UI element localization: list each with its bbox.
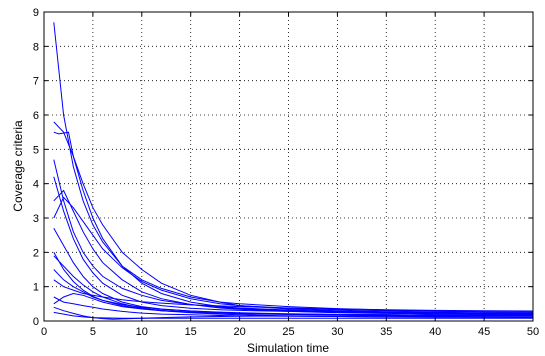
series-line-15 — [53, 255, 534, 319]
y-tick-label-7: 7 — [33, 76, 39, 88]
series-line-6 — [53, 196, 534, 313]
y-tick-label-6: 6 — [33, 110, 39, 122]
y-axis-label: Coverage criteria — [11, 120, 25, 212]
y-tick-label-9: 9 — [33, 7, 39, 19]
x-axis-label: Simulation time — [247, 341, 329, 355]
x-tick-label-2: 10 — [136, 326, 148, 338]
x-tick-label-3: 15 — [185, 326, 197, 338]
y-tick-label-5: 5 — [33, 144, 39, 156]
y-tick-label-3: 3 — [33, 213, 39, 225]
x-tick-label-7: 35 — [380, 326, 392, 338]
x-tick-label-10: 50 — [527, 326, 539, 338]
y-tick-label-1: 1 — [33, 282, 39, 294]
series-line-13 — [53, 306, 533, 320]
y-tick-label-0: 0 — [33, 316, 39, 328]
y-tick-label-4: 4 — [33, 179, 39, 191]
x-tick-label-6: 30 — [331, 326, 343, 338]
x-tick-label-1: 5 — [90, 326, 96, 338]
plot-area — [43, 11, 534, 322]
x-tick-label-5: 25 — [282, 326, 294, 338]
y-tick-label-8: 8 — [33, 41, 39, 53]
series-group — [53, 22, 534, 320]
x-tick-label-8: 40 — [429, 326, 441, 338]
series-line-10 — [53, 279, 534, 312]
series-line-5 — [53, 189, 534, 316]
grid — [44, 12, 533, 321]
x-tick-label-9: 45 — [478, 326, 490, 338]
series-line-14 — [53, 311, 533, 319]
series-line-16 — [53, 176, 534, 314]
x-tick-label-4: 20 — [233, 326, 245, 338]
y-tick-label-2: 2 — [33, 247, 39, 259]
x-tick-label-0: 0 — [41, 326, 47, 338]
